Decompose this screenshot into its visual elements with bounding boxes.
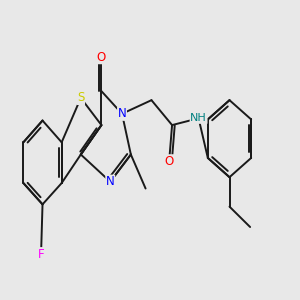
Text: NH: NH: [190, 113, 207, 123]
Text: S: S: [77, 92, 85, 104]
Text: F: F: [38, 248, 44, 261]
Text: O: O: [164, 155, 174, 168]
Text: N: N: [106, 175, 115, 188]
Text: N: N: [118, 107, 126, 120]
Text: O: O: [97, 51, 106, 64]
